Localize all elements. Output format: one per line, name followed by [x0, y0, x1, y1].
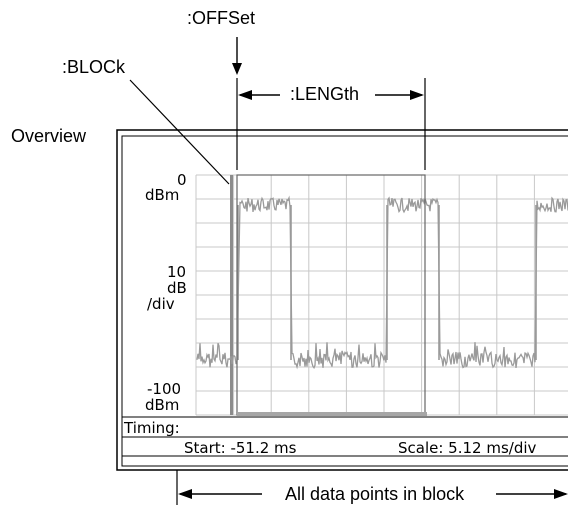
scale-readout: Scale: 5.12 ms/div — [398, 439, 537, 457]
start-readout: Start: -51.2 ms — [184, 439, 297, 457]
graticule — [195, 174, 568, 416]
screen-frame-inner — [121, 135, 568, 467]
selected-range-bar — [237, 412, 427, 416]
length-arrow-left-head — [238, 90, 252, 100]
y-scale-per: /div — [147, 295, 175, 313]
block-callout-label: :BLOCk — [62, 57, 126, 77]
y-scale-unit: dB — [167, 279, 187, 297]
all-data-points-label: All data points in block — [285, 484, 465, 504]
y-top-value: 0 — [177, 171, 187, 189]
y-bottom-unit: dBm — [145, 396, 180, 414]
offset-callout-label: :OFFSet — [187, 8, 256, 28]
y-top-unit: dBm — [145, 186, 180, 204]
y-bottom-value: -100 — [147, 380, 182, 398]
timing-label: Timing: — [124, 419, 180, 437]
signal-trace — [196, 195, 568, 370]
trace-path — [196, 195, 568, 370]
offset-arrow-head — [232, 63, 242, 75]
length-callout-label: :LENGth — [290, 84, 360, 104]
overview-label: Overview — [11, 126, 87, 146]
length-arrow-right-head — [410, 90, 424, 100]
block-marker — [230, 175, 233, 415]
block-pointer-line — [129, 79, 230, 185]
all-points-arrow-left-head — [178, 489, 192, 499]
all-points-arrow-right-head — [554, 489, 568, 499]
y-scale-value: 10 — [167, 263, 187, 281]
